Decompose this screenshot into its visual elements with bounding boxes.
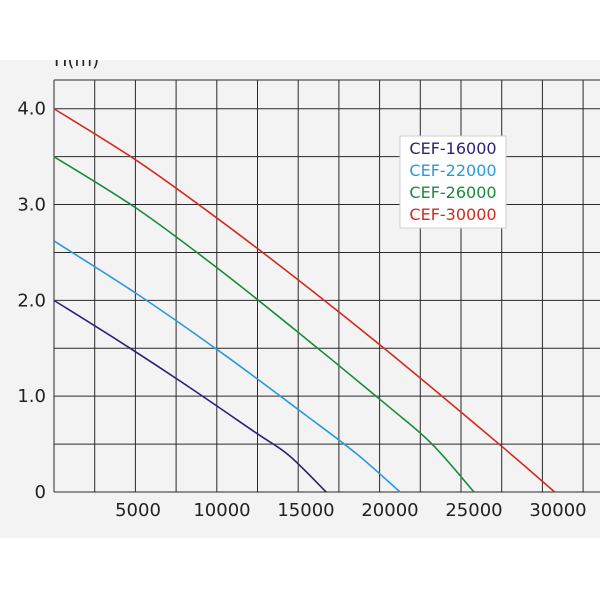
series-line-cef-30000 — [53, 108, 556, 493]
series-lines — [53, 108, 556, 493]
x-tick-label: 20000 — [361, 500, 418, 521]
x-tick-label: 10000 — [193, 500, 250, 521]
y-tick-label: 0 — [35, 482, 46, 503]
y-tick-label: 4.0 — [17, 99, 46, 120]
x-tick-label: 30000 — [529, 500, 586, 521]
legend-entry-cef-16000: CEF-16000 — [409, 139, 496, 158]
series-line-cef-22000 — [53, 240, 401, 493]
series-line-cef-16000 — [53, 299, 327, 493]
legend-box — [399, 135, 507, 229]
x-tick-label: 5000 — [115, 500, 161, 521]
chart-area: 0 1.0 2.0 3.0 4.0 5000 10000 15000 20000 25000 300… — [0, 60, 600, 538]
x-tick-label: 15000 — [277, 500, 334, 521]
y-tick-label: 2.0 — [17, 290, 46, 311]
y-tick-label: 1.0 — [17, 386, 46, 407]
y-tick-label: 3.0 — [17, 195, 46, 216]
y-axis-title: H(m) — [54, 60, 99, 71]
series-line-cef-26000 — [53, 155, 475, 493]
x-tick-label: 25000 — [445, 500, 502, 521]
legend-entry-cef-22000: CEF-22000 — [409, 161, 496, 180]
legend-entry-cef-30000: CEF-30000 — [409, 205, 496, 224]
axes: 0 1.0 2.0 3.0 4.0 5000 10000 15000 20000 25000 300… — [17, 60, 586, 521]
pump-curve-chart: 0 1.0 2.0 3.0 4.0 5000 10000 15000 20000 25000 300… — [17, 60, 600, 521]
legend-entry-cef-26000: CEF-26000 — [409, 183, 496, 202]
legend: CEF-16000 CEF-22000 CEF-26000 CEF-30000 — [399, 135, 507, 229]
